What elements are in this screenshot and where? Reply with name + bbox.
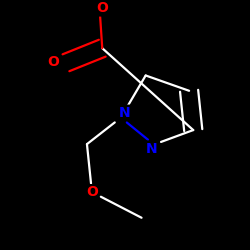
Text: N: N [119, 106, 131, 120]
Text: O: O [97, 2, 108, 16]
Text: O: O [86, 185, 98, 199]
Text: N: N [146, 142, 158, 156]
Text: O: O [47, 55, 59, 69]
